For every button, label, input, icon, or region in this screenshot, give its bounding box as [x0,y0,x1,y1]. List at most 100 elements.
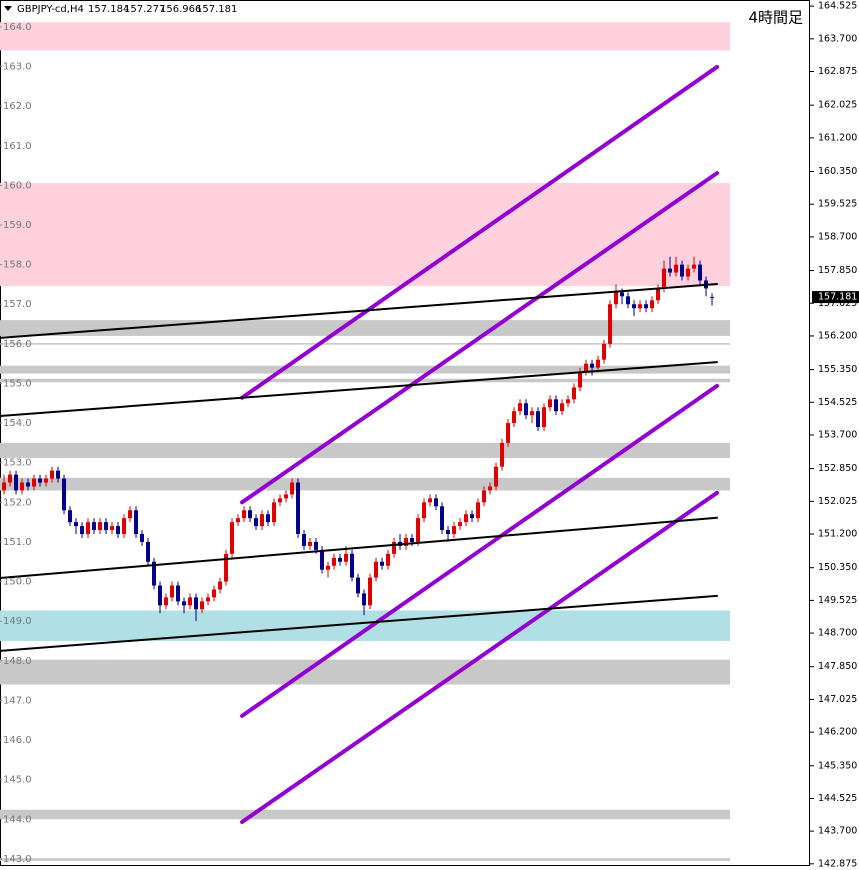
inner-tick-label: 162.0 [3,101,32,112]
candle-body [644,304,649,309]
candle-body [104,522,109,531]
candle-body [692,264,697,269]
high-label: 157.277 [124,4,165,15]
candle-body [224,553,229,582]
candle-body [560,403,565,412]
inner-tick-label: 160.0 [3,180,32,191]
candle-body [38,478,43,483]
candle-body [32,478,37,487]
candle-body [296,482,301,535]
candle-body [362,593,367,606]
zone [0,659,730,685]
price-axis: 164.525 163.700 162.875 162.025 161.200 160.3… [810,1,859,869]
candle-body [500,442,505,467]
candle-body [260,514,265,527]
candle-body [86,522,91,535]
inner-tick-label: 154.0 [3,418,32,429]
inner-tick-label: 150.0 [3,577,32,588]
zone [0,442,730,458]
y-tick-label: 147.025 [818,694,857,705]
candle-body [662,268,667,289]
candle-body [476,502,481,519]
y-tick-label: 157.850 [818,265,857,276]
plot-frame [0,0,810,866]
candle-body [674,264,679,273]
candle-body [68,510,73,523]
y-tick-label: 159.525 [818,199,857,210]
y-tick-label: 153.700 [818,429,857,440]
y-tick-label: 157.025 [818,298,857,309]
candle-body [428,498,433,503]
candle-body [188,597,193,606]
trend-line [0,594,718,652]
y-tick-label: 147.850 [818,661,857,672]
zone [0,858,730,861]
symbol-label: GBPJPY-cd,H4 [17,4,84,15]
candle-body [488,486,493,491]
candle-body [680,264,685,277]
candle-body [248,510,253,519]
candle-body [158,585,163,606]
y-tick-label: 164.525 [818,1,857,12]
y-tick-label: 151.200 [818,529,857,540]
candle-body [320,549,325,570]
candle-body [698,264,703,281]
y-tick-label: 156.200 [818,330,857,341]
candle-body [638,304,643,309]
current-price-tag [812,291,859,304]
menu-arrow [4,6,12,11]
y-tick-label: 155.350 [818,364,857,375]
candle-body [314,541,319,550]
candle-body [2,482,7,491]
current-price-label: 157.181 [818,292,857,303]
candle-body [50,470,55,479]
inner-tick-label: 146.0 [3,735,32,746]
candle-body [404,537,409,546]
candle-body [710,296,715,298]
candle-body [356,577,361,594]
zones: 164.0 163.0 162.0 161.0 160.0 159.0 158.0 157.0… [0,22,730,865]
candle-body [212,589,217,598]
candle-body [542,407,547,428]
trend-line [240,383,719,718]
candle-body [14,474,19,491]
candle-body [326,565,331,570]
inner-tick-label: 149.0 [3,616,32,627]
trend-line [0,283,718,339]
inner-tick-label: 159.0 [3,220,32,231]
candle-body [206,597,211,602]
zone [0,22,730,51]
y-tick-label: 160.350 [818,166,857,177]
candle-body [56,470,61,479]
zone [0,365,730,374]
candle-body [20,482,25,491]
candle-body [686,268,691,277]
trend-line [0,516,718,579]
candle-body [290,482,295,495]
zone [0,343,730,345]
y-tick-label: 146.200 [818,727,857,738]
candle-body [62,478,67,511]
candle-body [200,601,205,610]
candle-body [440,506,445,531]
candle-body [548,399,553,408]
candle-body [374,561,379,578]
candle-body [182,601,187,606]
candle-body [446,530,451,535]
trend-line [0,361,718,417]
candle-body [44,478,49,483]
candle-body [554,399,559,412]
inner-tick-label: 155.0 [3,378,32,389]
zone [0,477,730,491]
candle-body [392,541,397,554]
candle-body [626,296,631,305]
candle-body [272,502,277,523]
y-tick-label: 158.700 [818,231,857,242]
y-tick-label: 162.025 [818,100,857,111]
y-tick-label: 150.350 [818,562,857,573]
candle-body [596,359,601,368]
candle-body [278,498,283,503]
inner-tick-label: 145.0 [3,775,32,786]
candle-body [122,518,127,535]
